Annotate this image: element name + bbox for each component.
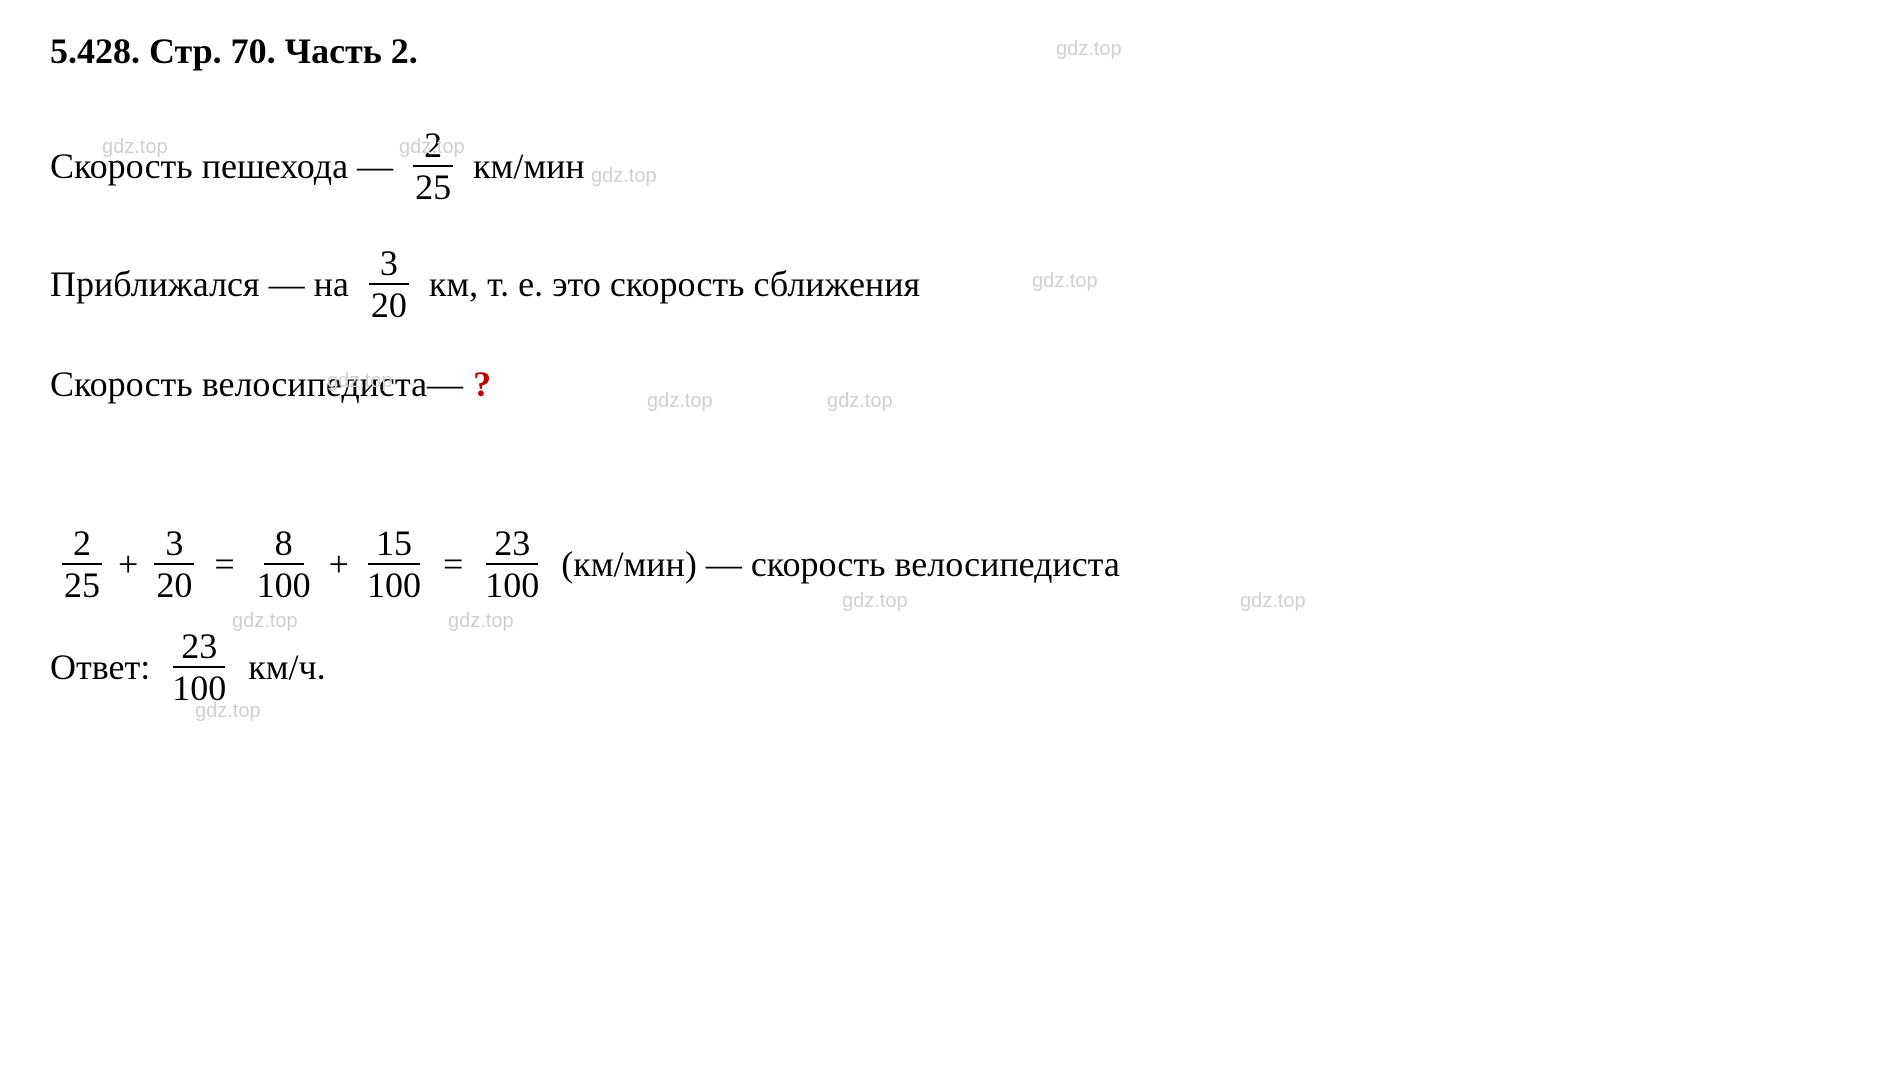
numerator: 2: [62, 525, 102, 565]
fraction: 15 100: [359, 525, 429, 603]
numerator: 23: [486, 525, 538, 565]
numerator: 3: [369, 245, 409, 285]
text-segment: км, т. е. это скорость сближения: [429, 263, 920, 305]
answer-line: Ответ: 23 100 км/ч.: [50, 628, 1846, 706]
numerator: 3: [154, 525, 194, 565]
line-pedestrian-speed: Скорость пешехода — 2 25 км/мин: [50, 127, 1846, 205]
text-segment: Скорость велосипедиста—: [50, 363, 463, 405]
denominator: 100: [164, 668, 234, 706]
operator-plus: +: [118, 543, 138, 585]
numerator: 8: [264, 525, 304, 565]
line-cyclist-speed: Скорость велосипедиста— ?: [50, 363, 1846, 405]
numerator: 15: [368, 525, 420, 565]
fraction: 8 100: [249, 525, 319, 603]
calculation-line: 2 25 + 3 20 = 8 100 + 15 100 = 23 100 (к…: [50, 525, 1846, 603]
fraction: 2 25: [56, 525, 108, 603]
text-segment: км/мин: [473, 145, 585, 187]
text-segment: (км/мин) — скорость велосипедиста: [561, 543, 1120, 585]
fraction: 2 25: [407, 127, 459, 205]
denominator: 100: [477, 565, 547, 603]
denominator: 100: [359, 565, 429, 603]
fraction: 23 100: [164, 628, 234, 706]
operator-equals: =: [443, 543, 463, 585]
answer-unit: км/ч.: [248, 646, 325, 688]
text-segment: Приближался — на: [50, 263, 349, 305]
denominator: 25: [56, 565, 108, 603]
fraction: 23 100: [477, 525, 547, 603]
denominator: 100: [249, 565, 319, 603]
page-title: 5.428. Стр. 70. Часть 2.: [50, 30, 1846, 72]
operator-equals: =: [214, 543, 234, 585]
text-segment: Скорость пешехода —: [50, 145, 393, 187]
line-approach-speed: Приближался — на 3 20 км, т. е. это скор…: [50, 245, 1846, 323]
fraction: 3 20: [363, 245, 415, 323]
answer-label: Ответ:: [50, 646, 150, 688]
numerator: 2: [413, 127, 453, 167]
numerator: 23: [173, 628, 225, 668]
denominator: 20: [148, 565, 200, 603]
fraction: 3 20: [148, 525, 200, 603]
operator-plus: +: [329, 543, 349, 585]
denominator: 20: [363, 285, 415, 323]
question-mark: ?: [473, 363, 491, 405]
denominator: 25: [407, 167, 459, 205]
